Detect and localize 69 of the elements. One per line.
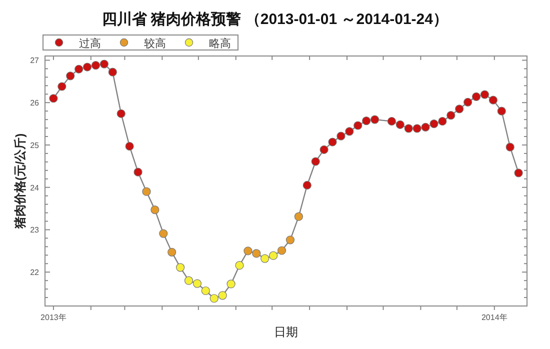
point — [362, 116, 371, 126]
legend-label: 略高 — [209, 37, 231, 50]
point — [66, 72, 75, 80]
point — [286, 236, 295, 244]
point — [210, 294, 218, 303]
point — [159, 229, 168, 238]
point — [150, 206, 160, 214]
point — [184, 276, 194, 285]
xtick: 2014年 — [481, 313, 508, 322]
point — [116, 109, 126, 118]
point — [125, 142, 134, 151]
ytick: 23 — [30, 226, 39, 235]
point — [328, 138, 337, 146]
xlabel: 日期 — [274, 325, 298, 339]
point — [396, 120, 404, 129]
point — [430, 119, 438, 128]
ytick: 24 — [30, 183, 39, 192]
ytick: 27 — [30, 56, 39, 66]
point — [294, 212, 303, 221]
point — [201, 286, 210, 296]
point — [320, 145, 328, 154]
point — [514, 168, 523, 178]
point — [472, 92, 481, 101]
point — [480, 90, 490, 99]
point — [49, 94, 58, 103]
point — [252, 249, 261, 258]
point — [464, 98, 472, 106]
ytick: 25 — [30, 140, 39, 150]
point — [176, 263, 185, 272]
point — [488, 96, 498, 104]
point — [421, 122, 430, 132]
point — [446, 111, 456, 120]
point — [412, 124, 422, 133]
point — [387, 116, 396, 126]
point — [404, 124, 413, 133]
ytick: 26 — [30, 98, 39, 108]
point — [100, 60, 108, 68]
xtick: 2013年 — [40, 313, 66, 322]
point — [108, 68, 117, 76]
ytick: 22 — [30, 268, 39, 278]
legend-label: 较高 — [144, 37, 166, 50]
legend-label: 过高 — [79, 37, 101, 50]
point — [311, 157, 320, 166]
point — [269, 251, 278, 260]
point — [438, 116, 447, 126]
point — [354, 121, 362, 130]
point — [277, 246, 286, 255]
point — [336, 132, 346, 140]
point — [192, 279, 202, 288]
point — [226, 280, 236, 288]
point — [455, 104, 464, 114]
point — [74, 64, 84, 74]
point — [235, 261, 244, 270]
point — [345, 127, 354, 136]
point — [91, 61, 100, 70]
point — [506, 142, 514, 152]
point — [218, 291, 227, 300]
point — [370, 115, 380, 124]
point — [142, 187, 151, 196]
point — [260, 254, 270, 263]
point — [82, 62, 92, 72]
point — [497, 106, 506, 116]
point — [134, 168, 142, 176]
title: 四川省 猪肉价格预警 （2013-01-01 ～2014-01-24） — [102, 11, 448, 28]
point — [58, 82, 66, 91]
point — [244, 246, 252, 256]
point — [168, 248, 176, 256]
point — [302, 180, 312, 190]
ylabel: 猪肉价格(元/公斤) — [13, 133, 27, 229]
